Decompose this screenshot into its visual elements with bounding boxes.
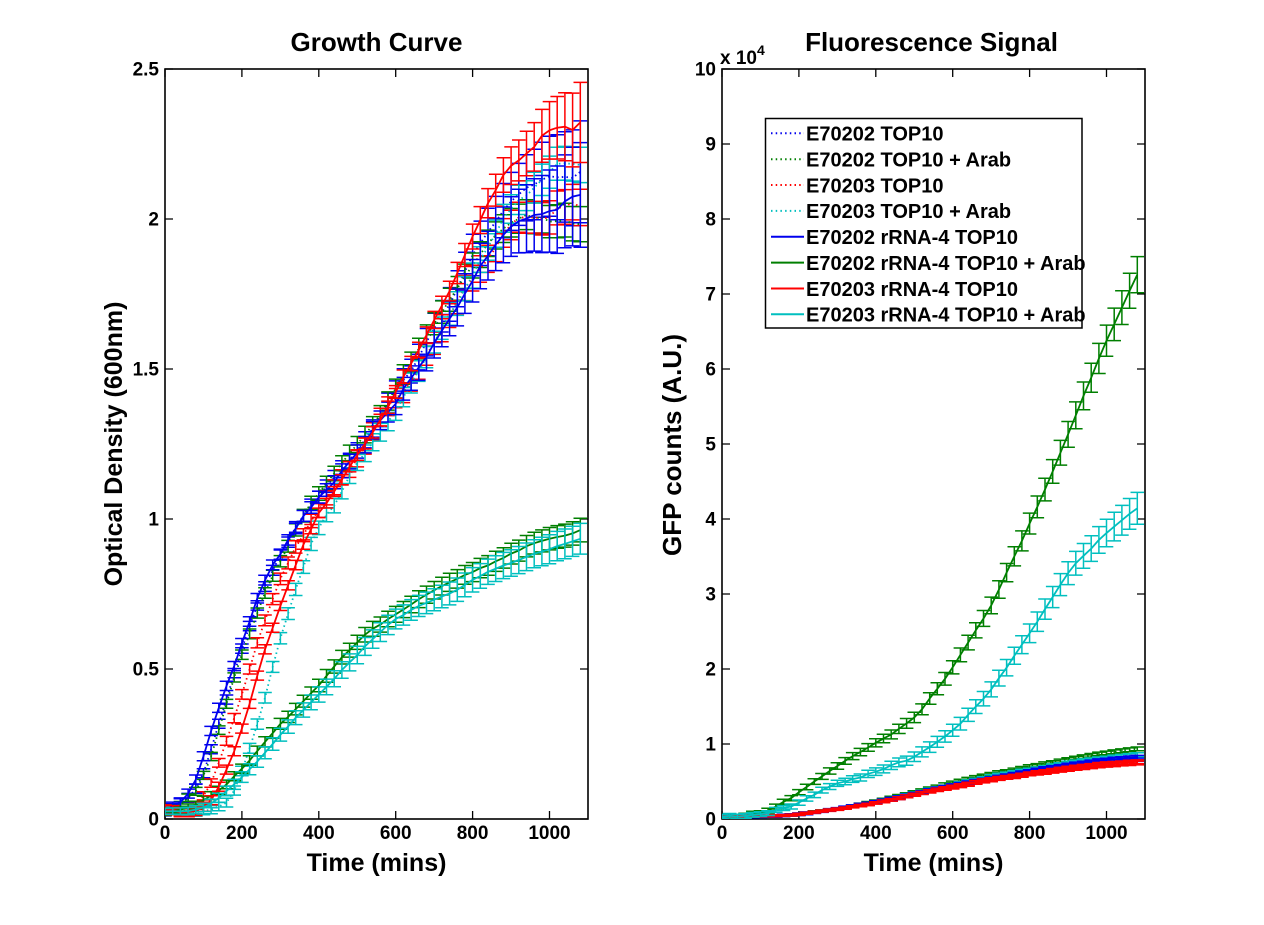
svg-text:8: 8 — [705, 210, 716, 231]
svg-text:200: 200 — [226, 823, 258, 844]
svg-text:600: 600 — [380, 823, 412, 844]
svg-text:1: 1 — [705, 735, 716, 756]
svg-text:6: 6 — [705, 360, 716, 381]
svg-text:200: 200 — [783, 823, 815, 844]
svg-text:Time (mins): Time (mins) — [307, 849, 447, 877]
svg-text:800: 800 — [457, 823, 489, 844]
svg-text:0: 0 — [160, 823, 171, 844]
svg-text:800: 800 — [1014, 823, 1046, 844]
svg-text:9: 9 — [705, 135, 716, 156]
svg-text:E70202 rRNA-4 TOP10 + Arab: E70202 rRNA-4 TOP10 + Arab — [806, 253, 1086, 275]
svg-text:E70202 TOP10: E70202 TOP10 — [806, 124, 944, 146]
svg-text:2.5: 2.5 — [133, 60, 160, 81]
svg-text:E70203 TOP10: E70203 TOP10 — [806, 175, 944, 197]
svg-text:GFP counts (A.U.): GFP counts (A.U.) — [657, 334, 687, 556]
svg-text:E70203 rRNA-4 TOP10: E70203 rRNA-4 TOP10 — [806, 279, 1018, 301]
svg-text:10: 10 — [695, 60, 716, 81]
svg-text:0: 0 — [705, 810, 716, 831]
svg-text:600: 600 — [937, 823, 969, 844]
svg-text:5: 5 — [705, 435, 716, 456]
svg-text:Optical Density (600nm): Optical Density (600nm) — [100, 302, 128, 587]
svg-text:400: 400 — [860, 823, 892, 844]
svg-text:1000: 1000 — [1085, 823, 1127, 844]
svg-text:0.5: 0.5 — [133, 660, 160, 681]
svg-text:0: 0 — [717, 823, 728, 844]
svg-text:E70203 TOP10 + Arab: E70203 TOP10 + Arab — [806, 201, 1011, 223]
svg-text:0: 0 — [148, 810, 159, 831]
svg-text:1000: 1000 — [528, 823, 570, 844]
svg-text:1: 1 — [148, 510, 159, 531]
svg-text:4: 4 — [757, 42, 765, 58]
svg-text:Fluorescence Signal: Fluorescence Signal — [805, 27, 1058, 57]
svg-text:2: 2 — [705, 660, 716, 681]
svg-text:Time (mins): Time (mins) — [864, 849, 1004, 877]
svg-text:Growth Curve: Growth Curve — [291, 27, 463, 57]
svg-text:400: 400 — [303, 823, 335, 844]
svg-text:3: 3 — [705, 585, 716, 606]
svg-text:E70202 TOP10 + Arab: E70202 TOP10 + Arab — [806, 150, 1011, 172]
svg-text:E70202 rRNA-4 TOP10: E70202 rRNA-4 TOP10 — [806, 227, 1018, 249]
svg-text:4: 4 — [705, 510, 716, 531]
svg-text:x 10: x 10 — [720, 48, 757, 69]
svg-text:E70203 rRNA-4 TOP10 + Arab: E70203 rRNA-4 TOP10 + Arab — [806, 305, 1086, 327]
svg-text:1.5: 1.5 — [133, 360, 160, 381]
svg-text:2: 2 — [148, 210, 159, 231]
svg-text:7: 7 — [705, 285, 716, 306]
